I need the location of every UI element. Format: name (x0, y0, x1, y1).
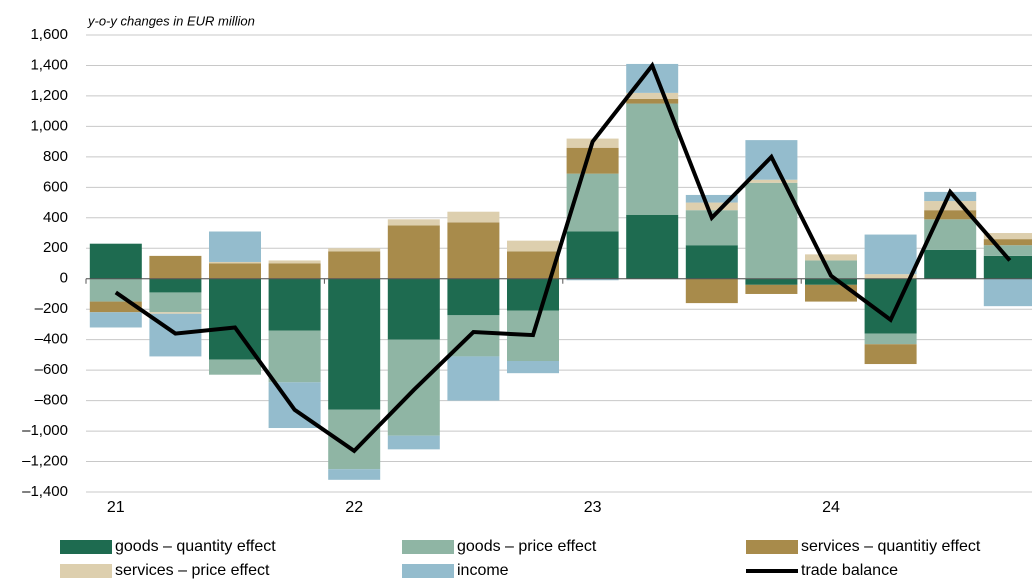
y-tick-label: 1,200 (30, 87, 68, 104)
bar-segment (626, 103, 679, 215)
bar-segment (89, 243, 142, 279)
bar-segment (983, 278, 1032, 307)
bar-segment (805, 260, 857, 279)
chart-subtitle: y-o-y changes in EUR million (87, 13, 255, 28)
x-tick-label: 24 (822, 499, 840, 516)
legend-label: goods – quantity effect (115, 538, 276, 555)
legend-label: income (457, 562, 509, 579)
bar-segment (507, 278, 559, 311)
bar-segment (805, 284, 857, 302)
bar-segment (805, 278, 857, 285)
bar-segment (387, 225, 440, 279)
bar-segment (805, 254, 857, 261)
legend-swatch (60, 540, 112, 554)
bar-segment (268, 330, 321, 383)
bar-segment (268, 260, 321, 264)
bar-segment (626, 98, 679, 104)
bar-segment (745, 278, 798, 285)
bar-segment (149, 292, 202, 313)
bar-segment (89, 278, 142, 302)
bar-segment (983, 239, 1032, 246)
bar-segment (566, 231, 619, 279)
bar-segment (149, 312, 202, 314)
bar-segment (507, 360, 559, 374)
y-tick-label: –200 (35, 300, 68, 317)
bar-segment (149, 278, 202, 293)
bar-segment (745, 179, 798, 183)
bar-segment (209, 359, 261, 375)
bar-segment (685, 278, 738, 304)
bar-segment (685, 245, 738, 279)
legend-label: services – price effect (115, 562, 270, 579)
bar-segment (387, 435, 440, 450)
y-tick-label: 1,000 (30, 117, 68, 134)
legend-label: services – quantitiy effect (801, 538, 981, 555)
x-tick-label: 21 (107, 499, 125, 516)
y-tick-label: –600 (35, 361, 68, 378)
bar-segment (864, 333, 917, 345)
bar-segment (745, 182, 798, 279)
bar-segment (328, 251, 381, 279)
bar-segment (387, 219, 440, 226)
y-tick-label: 1,600 (30, 26, 68, 43)
bar-segment (209, 261, 261, 264)
bar-segment (864, 344, 917, 365)
bar-segment (924, 201, 977, 211)
bar-segment (685, 202, 738, 211)
legend-swatch (402, 540, 454, 554)
legend-swatch (60, 564, 112, 578)
y-tick-label: –1,400 (22, 483, 68, 500)
bar-segment (924, 249, 977, 279)
y-tick-label: –1,200 (22, 453, 68, 470)
bar-segment (626, 214, 679, 279)
bar-segment (209, 263, 261, 279)
bar-segment (924, 210, 977, 220)
bar-segment (745, 284, 798, 294)
y-tick-label: 400 (43, 209, 68, 226)
y-tick-label: 600 (43, 178, 68, 195)
legend-label: trade balance (801, 562, 898, 579)
legend-swatch (402, 564, 454, 578)
bar-segment (447, 356, 500, 401)
bar-segment (447, 211, 500, 223)
y-tick-label: –400 (35, 331, 68, 348)
bar-segment (387, 278, 440, 340)
bar-segment (864, 274, 917, 279)
y-tick-label: –1,000 (22, 422, 68, 439)
bar-segment (447, 222, 500, 279)
y-tick-label: 200 (43, 239, 68, 256)
bar-segment (507, 240, 559, 252)
bar-segment (328, 469, 381, 480)
bar-segment (447, 278, 500, 316)
bar-segment (328, 248, 381, 252)
bar-segment (268, 263, 321, 279)
bar-segment (209, 231, 261, 262)
bar-segment (209, 278, 261, 360)
bar-segment (149, 255, 202, 279)
x-tick-label: 22 (345, 499, 363, 516)
bar-segment (566, 147, 619, 174)
bar-segment (89, 301, 142, 313)
x-tick-label: 23 (584, 499, 602, 516)
bar-segment (983, 255, 1032, 279)
y-tick-label: 1,400 (30, 56, 68, 73)
bar-segment (89, 312, 142, 328)
y-tick-label: –800 (35, 392, 68, 409)
trade-balance-line (114, 61, 1012, 454)
bar-segment (983, 245, 1032, 256)
y-tick-label: 0 (60, 270, 68, 287)
bar-segment (864, 234, 917, 275)
y-tick-label: 800 (43, 148, 68, 165)
bar-segment (626, 92, 679, 99)
legend-label: goods – price effect (457, 538, 597, 555)
bar-segment (685, 194, 738, 203)
bar-segment (983, 233, 1032, 240)
bar-segment (328, 278, 381, 410)
bar-segment (268, 278, 321, 331)
legend-swatch (746, 540, 798, 554)
bar-segment (566, 278, 619, 281)
